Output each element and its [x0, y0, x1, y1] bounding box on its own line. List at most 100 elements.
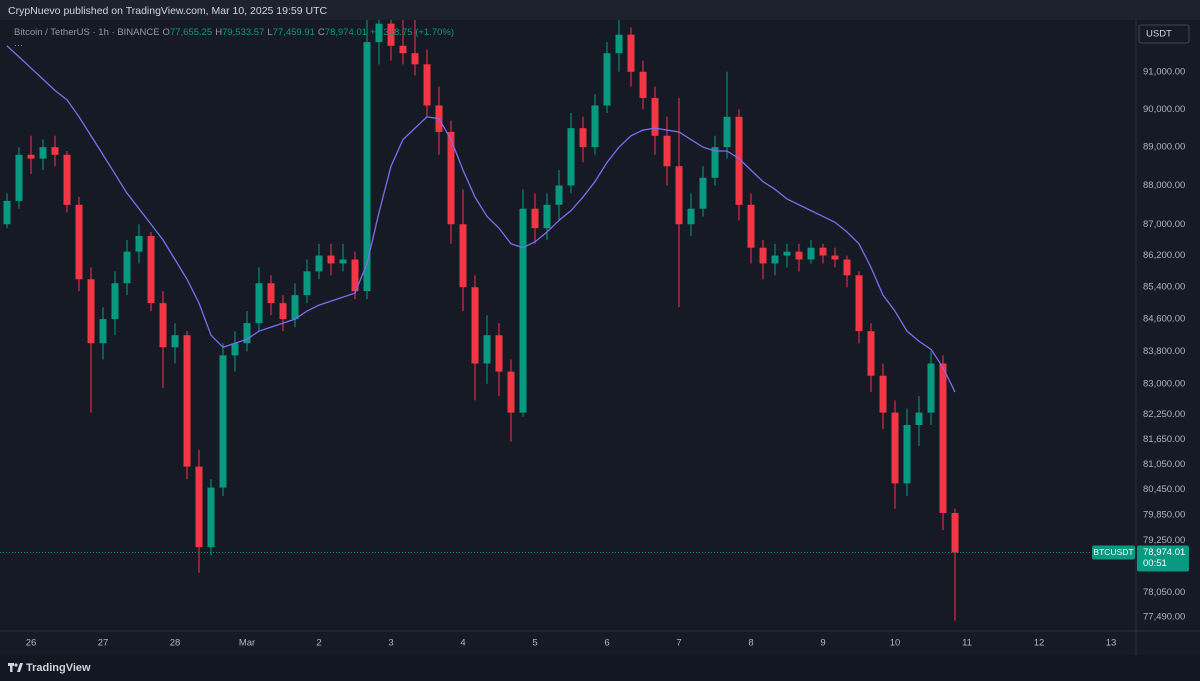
candle-body: [507, 371, 515, 413]
candle-body: [759, 247, 767, 264]
candle-body: [687, 208, 695, 225]
candle-body: [399, 45, 407, 54]
legend: Bitcoin / TetherUS · 1h · BINANCE O77,655…: [14, 27, 457, 38]
x-tick-label: 10: [890, 638, 901, 649]
y-tick-label: 84,600.00: [1143, 314, 1185, 325]
y-tick-label: 80,450.00: [1143, 484, 1185, 495]
candle-body: [39, 147, 47, 159]
candle-body: [99, 319, 107, 344]
y-tick-label: 81,050.00: [1143, 459, 1185, 470]
candle-body: [711, 147, 719, 178]
y-tick-label: 83,000.00: [1143, 378, 1185, 389]
candle-body: [231, 343, 239, 356]
legend-key: O: [162, 27, 170, 38]
candle-body: [819, 247, 827, 256]
candle-body: [111, 283, 119, 320]
candle-body: [375, 23, 383, 43]
header-bar: [0, 0, 1200, 20]
legend-value: 77,655.25: [169, 27, 213, 38]
price-tag-countdown: 00:51: [1143, 558, 1167, 569]
plot-background: [0, 20, 1200, 655]
candle-body: [831, 255, 839, 260]
footer-brand: TradingView: [26, 662, 91, 674]
x-tick-label: 2: [316, 638, 321, 649]
candle-body: [447, 131, 455, 225]
x-tick-label: 3: [388, 638, 393, 649]
candle-body: [783, 251, 791, 256]
y-tick-label: 89,000.00: [1143, 142, 1185, 153]
candle-body: [387, 23, 395, 46]
candle-body: [75, 204, 83, 280]
candle-body: [675, 166, 683, 225]
candle-body: [915, 412, 923, 425]
candle-body: [639, 71, 647, 98]
candle-body: [471, 287, 479, 364]
candle-body: [723, 116, 731, 148]
candle-body: [483, 335, 491, 364]
currency-label: USDT: [1146, 29, 1172, 40]
y-tick-label: 79,250.00: [1143, 535, 1185, 546]
y-tick-label: 85,400.00: [1143, 282, 1185, 293]
candle-body: [951, 512, 959, 553]
candle-body: [159, 303, 167, 348]
candle-body: [171, 335, 179, 348]
x-tick-label: Mar: [239, 638, 255, 649]
legend-value: 77,459.91: [272, 27, 315, 38]
x-tick-label: 7: [676, 638, 681, 649]
candle-body: [423, 64, 431, 106]
x-tick-label: 4: [460, 638, 465, 649]
header-text: CrypNuevo published on TradingView.com, …: [8, 5, 327, 17]
y-tick-label: 79,850.00: [1143, 510, 1185, 521]
candle-body: [579, 128, 587, 148]
candle-body: [411, 53, 419, 65]
moving-average-line: [6, 45, 956, 393]
candle-body: [927, 363, 935, 413]
candle-body: [519, 208, 527, 413]
y-tick-label: 77,490.00: [1143, 611, 1185, 622]
y-tick-label: 86,200.00: [1143, 250, 1185, 261]
candle-body: [567, 128, 575, 186]
x-tick-label: 12: [1034, 638, 1045, 649]
candle-body: [243, 323, 251, 344]
candle-body: [255, 283, 263, 324]
candle-body: [555, 185, 563, 205]
x-tick-label: 27: [98, 638, 109, 649]
x-tick-label: 11: [962, 638, 972, 649]
candle-body: [735, 116, 743, 205]
candle-body: [351, 259, 359, 292]
candle-body: [339, 259, 347, 264]
candle-body: [363, 42, 371, 292]
candle-body: [747, 204, 755, 248]
candle-body: [219, 355, 227, 488]
candle-body: [807, 247, 815, 260]
legend-value: 78,974.01: [324, 27, 368, 38]
candle-body: [939, 363, 947, 513]
candle-body: [459, 224, 467, 288]
legend-value: +1,318.75 (+1.70%): [370, 27, 455, 38]
candle-body: [651, 97, 659, 136]
x-tick-label: 13: [1106, 638, 1117, 649]
footer-logo: [8, 663, 23, 672]
candle-body: [615, 34, 623, 54]
legend-key: L: [267, 27, 273, 38]
symbol-tag-label: BTCUSDT: [1093, 547, 1133, 557]
candle-body: [87, 279, 95, 344]
x-tick-label: 26: [26, 638, 37, 649]
x-tick-label: 8: [748, 638, 753, 649]
candle-body: [627, 34, 635, 72]
y-tick-label: 81,650.00: [1143, 434, 1185, 445]
candle-body: [63, 154, 71, 205]
candle-body: [303, 271, 311, 296]
candle-body: [543, 204, 551, 229]
y-tick-label: 88,000.00: [1143, 180, 1185, 191]
legend-more[interactable]: ···: [14, 40, 23, 50]
legend-key: H: [215, 27, 223, 38]
candle-body: [315, 255, 323, 272]
candle-body: [879, 375, 887, 413]
x-tick-label: 6: [604, 638, 609, 649]
currency-box[interactable]: [1138, 24, 1190, 44]
candle-body: [183, 335, 191, 467]
candle-body: [3, 200, 11, 225]
candle-body: [51, 147, 59, 155]
